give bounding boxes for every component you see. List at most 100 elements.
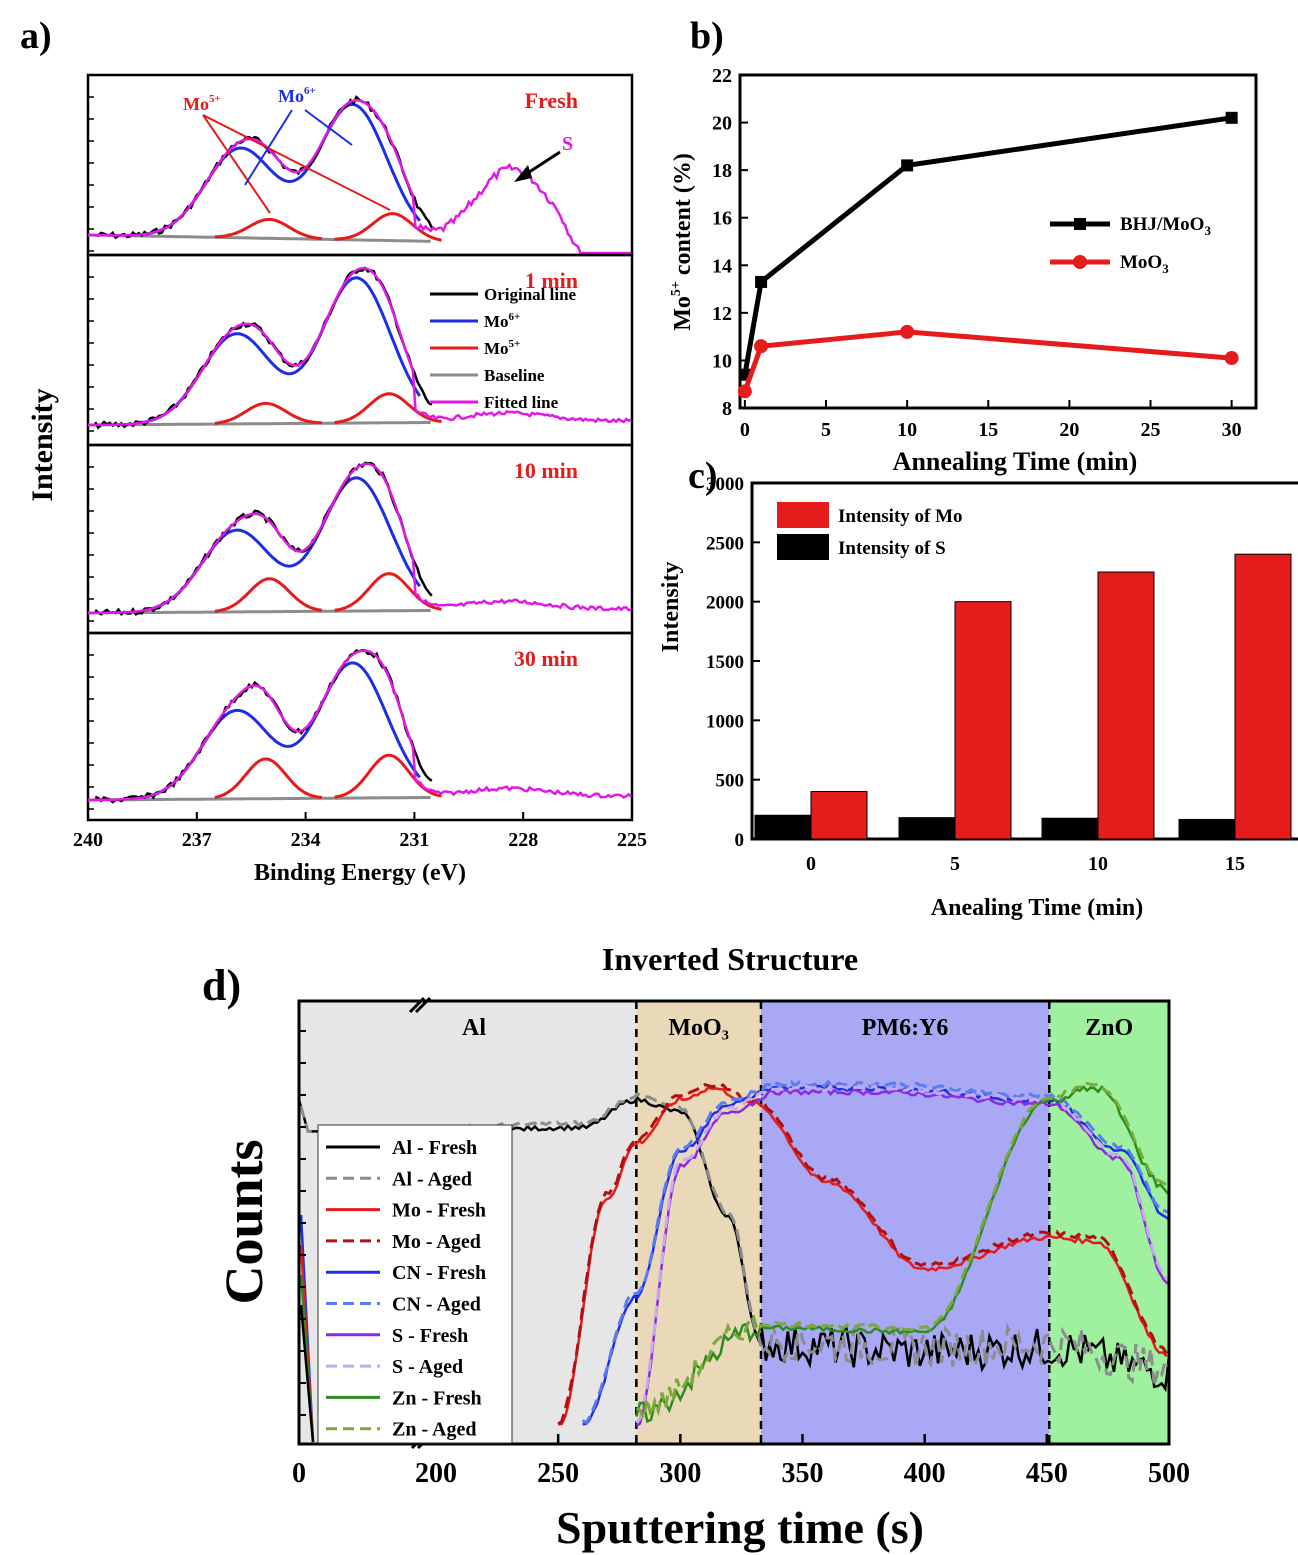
aged-mo-line (557, 1083, 1168, 1426)
panel-d-legend: Al - Fresh Al - Aged Mo - Fresh Mo - Aged CN… (317, 1124, 513, 1444)
baseline-curve (88, 609, 431, 615)
legend-label: Mo - Aged (392, 1231, 481, 1253)
mo6-curve (142, 661, 421, 799)
y-tick-label: 18 (712, 160, 732, 182)
legend-text: Mo (484, 312, 509, 331)
legend-swatch (777, 534, 829, 560)
legend-label: S - Aged (392, 1356, 463, 1378)
y-tick-label: 22 (712, 65, 732, 87)
region-label: ZnO (1085, 1015, 1133, 1041)
subplot-frame (86, 631, 634, 822)
panel-d-title: Inverted Structure (602, 941, 858, 977)
legend-label: Zn - Fresh (392, 1387, 482, 1409)
legend-sub: 3 (1204, 223, 1211, 238)
panel-b-series (737, 111, 1239, 399)
subplot-title: 1 min (525, 268, 578, 293)
bar-s (898, 817, 956, 840)
y-tick-label: 8 (722, 398, 732, 420)
legend-label: CN - Aged (392, 1294, 481, 1316)
marker-circle (737, 384, 752, 399)
panel-a-subplots: Fresh 1 min 10 min 30 min (86, 73, 634, 822)
panel-c-frame (750, 481, 1298, 841)
x-tick-label: 0 (292, 1458, 306, 1489)
subplot-30-min: 30 min (86, 631, 634, 822)
subplot-Fresh: Fresh (86, 73, 634, 257)
legend-marker (1073, 255, 1087, 269)
panel-a-xlabel: Binding Energy (eV) (254, 860, 466, 886)
axis-break-mark (414, 996, 432, 1014)
mo5-curve-2 (334, 572, 442, 612)
legend-label: Baseline (484, 366, 545, 385)
series-line (742, 329, 1232, 393)
mo6-arrow-2 (304, 109, 353, 146)
legend-label: Al - Fresh (392, 1137, 477, 1159)
x-tick-label: 5 (821, 419, 831, 441)
fresh-s-line (635, 1088, 1169, 1427)
legend-text: BHJ/MoO (1120, 214, 1204, 235)
panel-d-series (297, 1079, 1171, 1443)
y-tick-label: 14 (712, 255, 732, 277)
legend-marker (1074, 218, 1086, 230)
x-tick-label: 20 (1059, 419, 1079, 441)
legend-label: Original line (484, 285, 577, 304)
region-label: MoO₃ (668, 1015, 729, 1041)
panel-c-ylabel: Intensity (658, 562, 684, 653)
panel-c-xlabel: Anealing Time (min) (931, 895, 1143, 921)
legend-label: Mo6+ (484, 311, 520, 331)
marker-square (901, 159, 914, 172)
panel-c-bars (754, 553, 1292, 840)
legend-label: Intensity of Mo (838, 506, 963, 527)
subplot-1-min: 1 min (86, 253, 634, 447)
s-annotation: S (562, 133, 573, 155)
x-tick-label: 300 (659, 1458, 701, 1489)
x-tick-label: 500 (1148, 1458, 1190, 1489)
y-tick-label: 10 (712, 350, 732, 372)
x-tick-label: 225 (617, 829, 647, 851)
mo5-curve-1 (214, 757, 323, 799)
panel-c: c) 0 500 1000 1500 2000 2500 3000 0 5 10 15 Intens… (658, 455, 1298, 921)
x-tick-label: 450 (1026, 1458, 1068, 1489)
marker-square (1225, 111, 1238, 124)
y-tick-label: 2500 (706, 533, 744, 554)
mo5-arrow-1 (202, 114, 271, 214)
legend-label: Intensity of S (838, 538, 946, 559)
region-2 (760, 1001, 1050, 1444)
panel-d: d) Inverted Structure Al MoO₃ PM6:Y6 ZnO 0 2… (202, 941, 1190, 1553)
x-tick-label: 0 (806, 853, 816, 875)
mo5-curve-2 (334, 212, 442, 242)
y-tick-label: 0 (735, 830, 745, 851)
legend-label: Mo - Fresh (392, 1200, 486, 1222)
bar-s (754, 814, 812, 840)
edge-drop-line (299, 1304, 315, 1443)
x-tick-label: 231 (399, 829, 429, 851)
axis-break-mark (408, 996, 426, 1014)
panel-c-axes: 0 500 1000 1500 2000 2500 3000 0 5 10 15 (706, 474, 1245, 875)
series-line (742, 115, 1233, 376)
legend-text: Fitted line (484, 393, 559, 412)
marker-circle (1224, 351, 1239, 366)
panel-c-label: c) (688, 455, 718, 497)
region-3 (1049, 1001, 1169, 1444)
bar-mo (810, 791, 868, 840)
fitted-curve (88, 462, 632, 615)
fresh-mo-line (558, 1086, 1168, 1426)
x-tick-label: 0 (740, 419, 750, 441)
panel-d-xlabel: Sputtering time (s) (556, 1502, 924, 1553)
s-arrowhead (514, 165, 532, 182)
aged-al-line (297, 1091, 1171, 1387)
x-tick-label: 240 (73, 829, 103, 851)
panel-b: b) 8 10 12 14 16 18 20 22 0 5 10 15 20 25 30 Mo5+ cont… (669, 15, 1258, 476)
panel-b-axes: 8 10 12 14 16 18 20 22 0 5 10 15 20 25 30 (712, 65, 1242, 441)
marker-square (755, 275, 768, 288)
legend-sub: 3 (1162, 261, 1169, 276)
region-1 (636, 1001, 761, 1444)
y-tick-label: 1000 (706, 711, 744, 732)
panel-a-ylabel: Intensity (26, 388, 59, 501)
aged-s-line (635, 1083, 1169, 1424)
legend-text: MoO (1120, 252, 1162, 273)
legend-text: Baseline (484, 366, 545, 385)
region-label: PM6:Y6 (862, 1015, 949, 1041)
x-tick-label: 234 (291, 829, 321, 851)
